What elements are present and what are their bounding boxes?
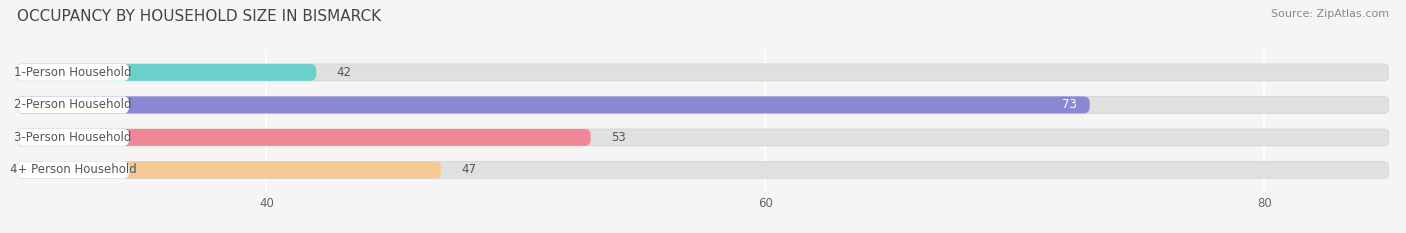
FancyBboxPatch shape xyxy=(17,161,1389,178)
Text: 2-Person Household: 2-Person Household xyxy=(14,98,132,111)
FancyBboxPatch shape xyxy=(17,129,129,146)
FancyBboxPatch shape xyxy=(17,96,129,113)
FancyBboxPatch shape xyxy=(17,64,1389,81)
FancyBboxPatch shape xyxy=(17,96,1090,113)
FancyBboxPatch shape xyxy=(17,161,129,178)
Text: OCCUPANCY BY HOUSEHOLD SIZE IN BISMARCK: OCCUPANCY BY HOUSEHOLD SIZE IN BISMARCK xyxy=(17,9,381,24)
Text: 73: 73 xyxy=(1063,98,1077,111)
FancyBboxPatch shape xyxy=(17,161,441,178)
Text: 4+ Person Household: 4+ Person Household xyxy=(10,163,136,176)
FancyBboxPatch shape xyxy=(17,96,1389,113)
FancyBboxPatch shape xyxy=(17,64,316,81)
Text: 53: 53 xyxy=(610,131,626,144)
Text: Source: ZipAtlas.com: Source: ZipAtlas.com xyxy=(1271,9,1389,19)
Text: 42: 42 xyxy=(336,66,352,79)
FancyBboxPatch shape xyxy=(17,129,1389,146)
Text: 3-Person Household: 3-Person Household xyxy=(14,131,132,144)
FancyBboxPatch shape xyxy=(17,64,129,81)
FancyBboxPatch shape xyxy=(17,129,591,146)
Text: 1-Person Household: 1-Person Household xyxy=(14,66,132,79)
Text: 47: 47 xyxy=(461,163,477,176)
